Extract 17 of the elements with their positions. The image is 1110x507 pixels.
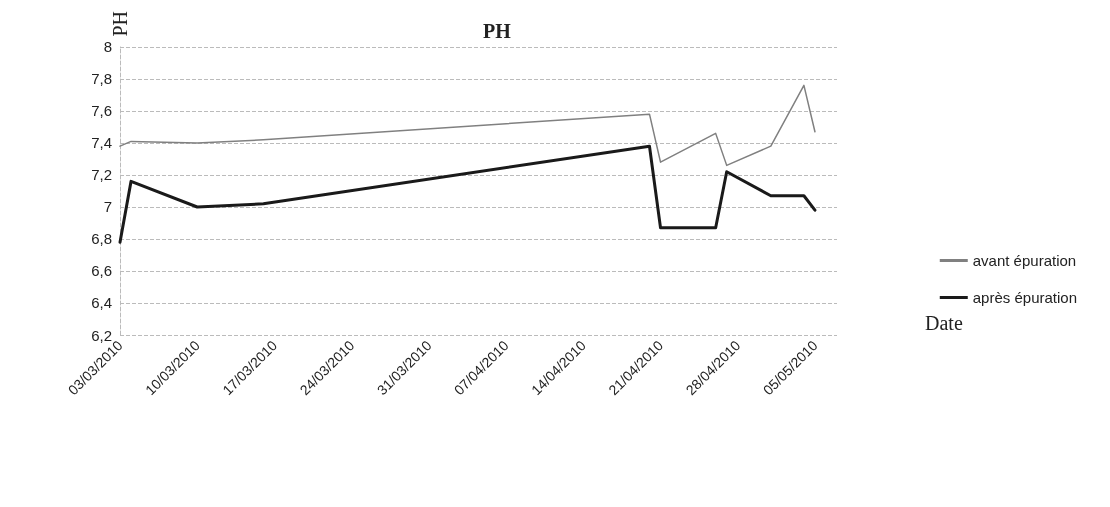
- chart-title: PH: [483, 20, 512, 42]
- line-series: [119, 84, 816, 167]
- y-axis-title: PH: [109, 10, 131, 37]
- y-tick-label: 8: [103, 38, 112, 56]
- y-tick-label: 7: [103, 198, 112, 216]
- y-tick-label: 6,4: [91, 294, 112, 312]
- y-tick-label: 6,6: [91, 262, 112, 280]
- legend-label: avant épuration: [972, 252, 1077, 269]
- y-tick-label: 7,8: [91, 70, 112, 88]
- legend-label: après épuration: [972, 289, 1078, 306]
- y-tick-label: 7,4: [91, 134, 112, 152]
- x-axis-title: Date: [925, 312, 963, 334]
- y-tick-label: 7,2: [91, 166, 112, 184]
- line-series: [118, 144, 817, 244]
- y-tick-label: 6,8: [91, 230, 112, 248]
- y-tick-label: 7,6: [91, 102, 112, 120]
- y-tick-label: 6,2: [91, 326, 112, 344]
